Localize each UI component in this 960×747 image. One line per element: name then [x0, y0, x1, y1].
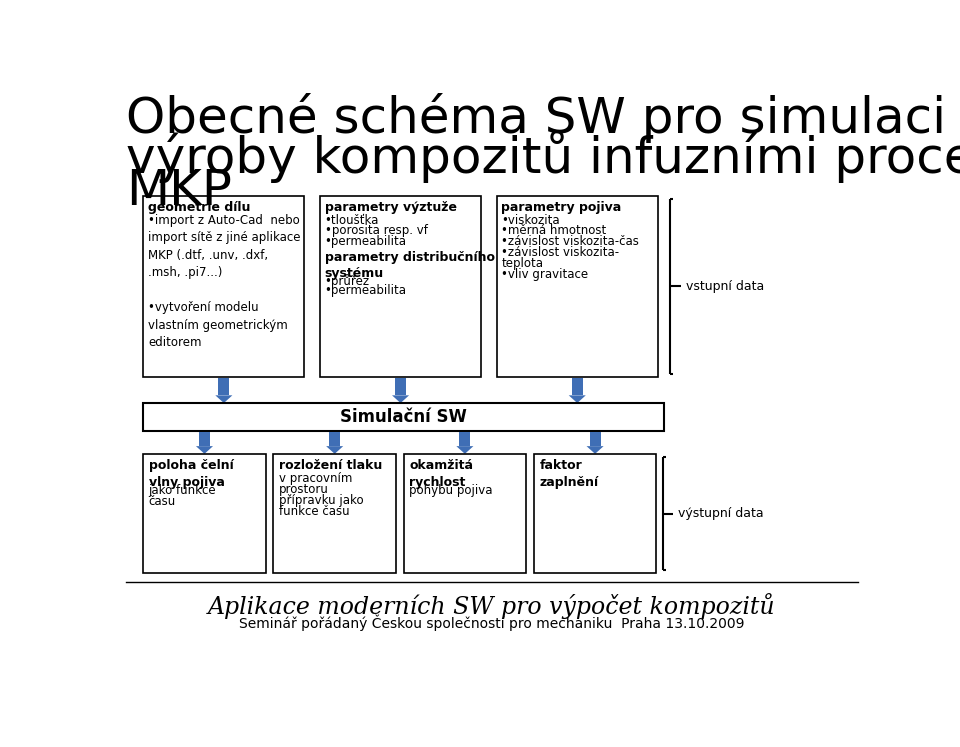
- Text: •porosita resp. vf: •porosita resp. vf: [324, 224, 427, 238]
- Text: přípravku jako: přípravku jako: [278, 494, 364, 507]
- Text: výroby kompozitů infuzními procesy v: výroby kompozitů infuzními procesy v: [126, 130, 960, 183]
- Polygon shape: [326, 446, 344, 454]
- Text: Aplikace moderních SW pro výpočet kompozitů: Aplikace moderních SW pro výpočet kompoz…: [208, 593, 776, 619]
- Bar: [534, 454, 657, 573]
- Text: faktor
zaplnění: faktor zaplnění: [540, 459, 598, 489]
- Text: rozložení tlaku: rozložení tlaku: [278, 459, 382, 472]
- Bar: [589, 433, 601, 446]
- Text: parametry výztuže: parametry výztuže: [324, 200, 457, 214]
- Bar: [320, 196, 481, 376]
- Bar: [403, 454, 526, 573]
- Polygon shape: [456, 446, 473, 454]
- Text: MKP: MKP: [126, 167, 232, 214]
- Bar: [396, 379, 406, 395]
- Polygon shape: [568, 395, 586, 403]
- Bar: [496, 196, 658, 376]
- Bar: [143, 196, 304, 376]
- Text: parametry pojiva: parametry pojiva: [501, 200, 621, 214]
- Bar: [219, 379, 229, 395]
- Text: poloha čelní
vlny pojiva: poloha čelní vlny pojiva: [149, 459, 233, 489]
- Text: •permeabilita: •permeabilita: [324, 235, 407, 248]
- Polygon shape: [587, 446, 604, 454]
- Text: Simulační SW: Simulační SW: [340, 408, 468, 426]
- Text: teplota: teplota: [501, 257, 543, 270]
- Text: funkce času: funkce času: [278, 505, 349, 518]
- Text: •průřez: •průřez: [324, 273, 370, 288]
- Text: •závislost viskozita-čas: •závislost viskozita-čas: [501, 235, 639, 248]
- Bar: [329, 433, 340, 446]
- Bar: [274, 454, 396, 573]
- Text: parametry distribučního
systému: parametry distribučního systému: [324, 250, 494, 280]
- Text: •měrná hmotnost: •měrná hmotnost: [501, 224, 607, 238]
- Polygon shape: [215, 395, 232, 403]
- Text: Seminář pořádaný Českou společností pro mechaniku  Praha 13.10.2009: Seminář pořádaný Českou společností pro …: [239, 615, 745, 631]
- Text: času: času: [149, 495, 176, 508]
- Text: •permeabilita: •permeabilita: [324, 285, 407, 297]
- Text: výstupní data: výstupní data: [678, 507, 763, 520]
- Bar: [460, 433, 470, 446]
- Text: prostoru: prostoru: [278, 483, 328, 496]
- Text: •import z Auto-Cad  nebo
import sítě z jiné aplikace
MKP (.dtf, .unv, .dxf,
.msh: •import z Auto-Cad nebo import sítě z ji…: [148, 214, 300, 349]
- Text: •vliv gravitace: •vliv gravitace: [501, 267, 588, 281]
- Text: v pracovním: v pracovním: [278, 472, 352, 486]
- Bar: [143, 403, 664, 431]
- Bar: [143, 454, 266, 573]
- Text: Obecné schéma SW pro simulaci: Obecné schéma SW pro simulaci: [126, 93, 947, 143]
- Text: •závislost viskozita-: •závislost viskozita-: [501, 246, 619, 259]
- Polygon shape: [392, 395, 409, 403]
- Text: geometrie dílu: geometrie dílu: [148, 200, 251, 214]
- Text: pohybu pojiva: pohybu pojiva: [409, 484, 492, 497]
- Bar: [572, 379, 583, 395]
- Text: •tloušťka: •tloušťka: [324, 214, 379, 226]
- Text: jako funkce: jako funkce: [149, 484, 216, 497]
- Bar: [199, 433, 210, 446]
- Text: okamžitá
rychlost: okamžitá rychlost: [409, 459, 473, 489]
- Polygon shape: [196, 446, 213, 454]
- Text: •viskozita: •viskozita: [501, 214, 560, 226]
- Text: vstupní data: vstupní data: [685, 280, 764, 293]
